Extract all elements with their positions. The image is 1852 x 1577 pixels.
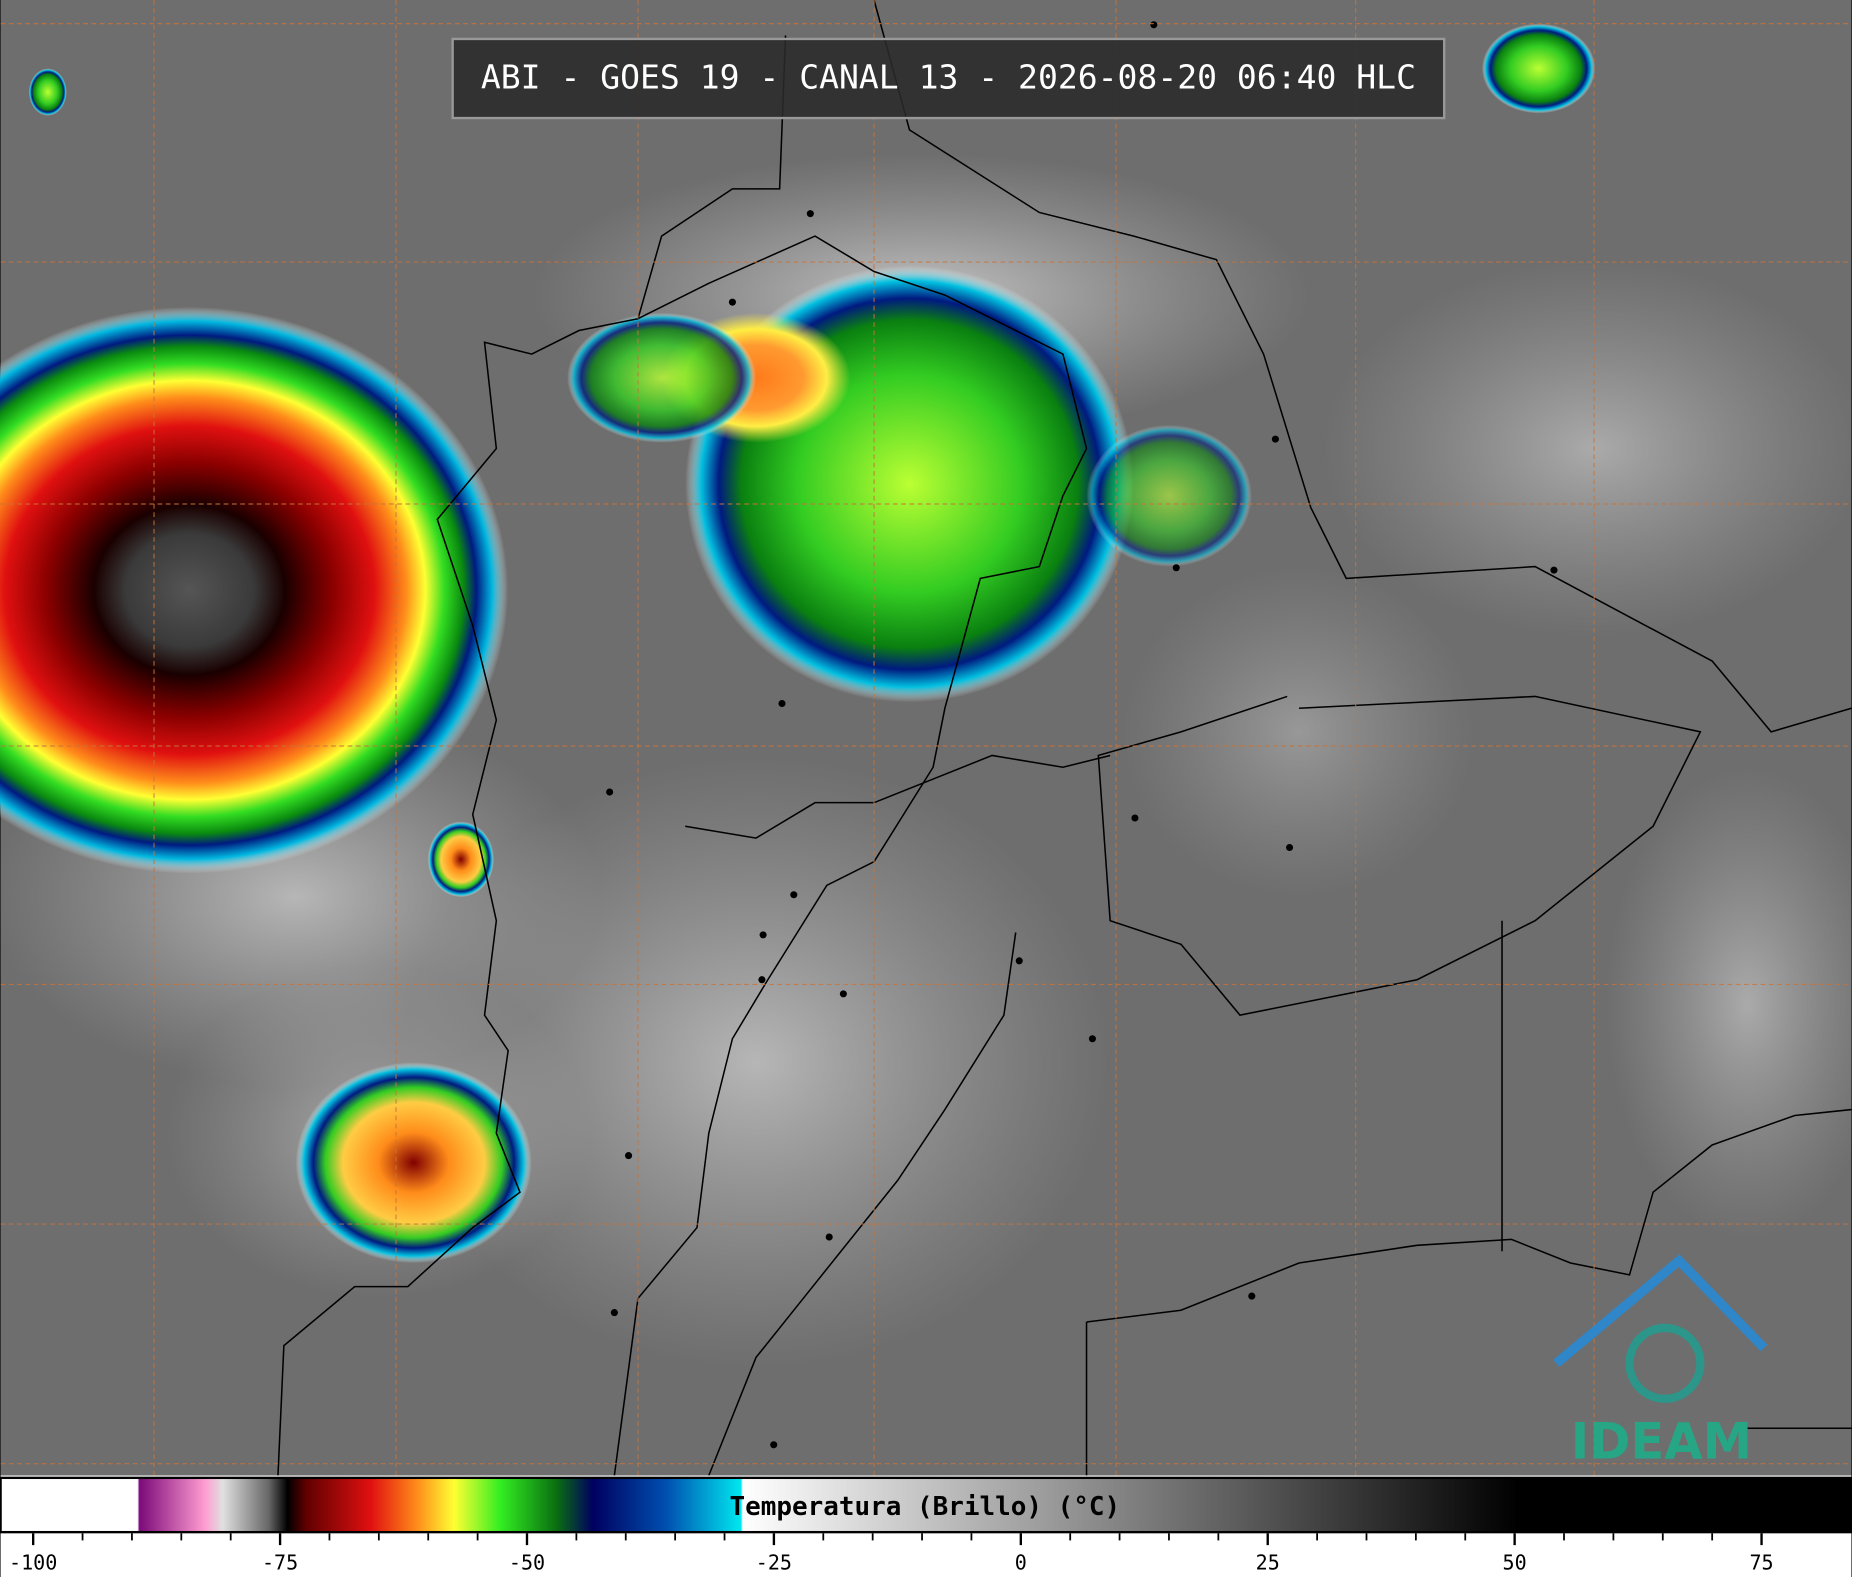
colorbar-ticks: -100 -75 -50 -25 0 25 50 75	[9, 1533, 1774, 1575]
tick-label: 25	[1256, 1551, 1280, 1575]
tick-label: 0	[1015, 1551, 1027, 1575]
borders	[277, 0, 1852, 1476]
storms	[0, 23, 1596, 1264]
title: ABI - GOES 19 - CANAL 13 - 2026-08-20 06…	[481, 58, 1416, 97]
tick-label: -75	[262, 1551, 298, 1575]
colorbar	[0, 1476, 1852, 1534]
city-dots	[606, 21, 1558, 1449]
tick-label: -50	[509, 1551, 545, 1575]
tick-label: -25	[756, 1551, 792, 1575]
logo-text: IDEAM	[1571, 1412, 1752, 1470]
colorbar-label: Temperatura (Brillo) (°C)	[729, 1492, 1120, 1522]
lat-lon-grid	[0, 0, 1852, 1476]
tick-label: -100	[9, 1551, 57, 1575]
logo: IDEAM	[1553, 1254, 1768, 1470]
tick-label: 50	[1503, 1551, 1527, 1575]
title-box: ABI - GOES 19 - CANAL 13 - 2026-08-20 06…	[451, 37, 1446, 120]
tick-label: 75	[1749, 1551, 1773, 1575]
